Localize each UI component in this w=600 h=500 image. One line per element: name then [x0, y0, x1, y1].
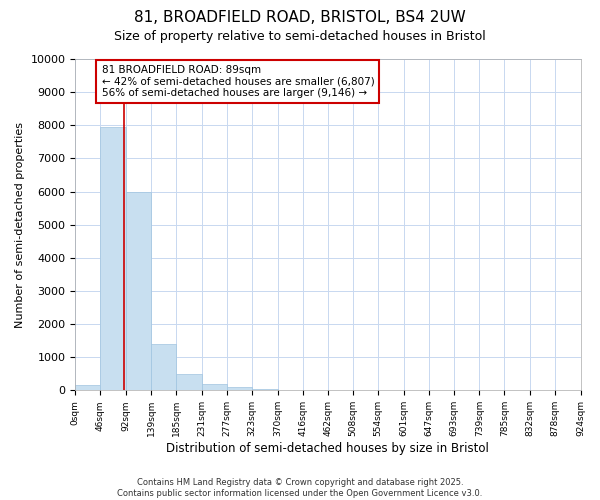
- Bar: [202, 384, 227, 390]
- Bar: [125, 192, 151, 390]
- Bar: [176, 374, 202, 390]
- Text: 81, BROADFIELD ROAD, BRISTOL, BS4 2UW: 81, BROADFIELD ROAD, BRISTOL, BS4 2UW: [134, 10, 466, 25]
- Bar: [100, 127, 125, 390]
- Text: 81 BROADFIELD ROAD: 89sqm
← 42% of semi-detached houses are smaller (6,807)
56% : 81 BROADFIELD ROAD: 89sqm ← 42% of semi-…: [101, 65, 374, 98]
- Bar: [151, 344, 176, 391]
- Bar: [227, 387, 252, 390]
- Bar: [75, 386, 100, 390]
- X-axis label: Distribution of semi-detached houses by size in Bristol: Distribution of semi-detached houses by …: [166, 442, 490, 455]
- Text: Size of property relative to semi-detached houses in Bristol: Size of property relative to semi-detach…: [114, 30, 486, 43]
- Y-axis label: Number of semi-detached properties: Number of semi-detached properties: [15, 122, 25, 328]
- Text: Contains HM Land Registry data © Crown copyright and database right 2025.
Contai: Contains HM Land Registry data © Crown c…: [118, 478, 482, 498]
